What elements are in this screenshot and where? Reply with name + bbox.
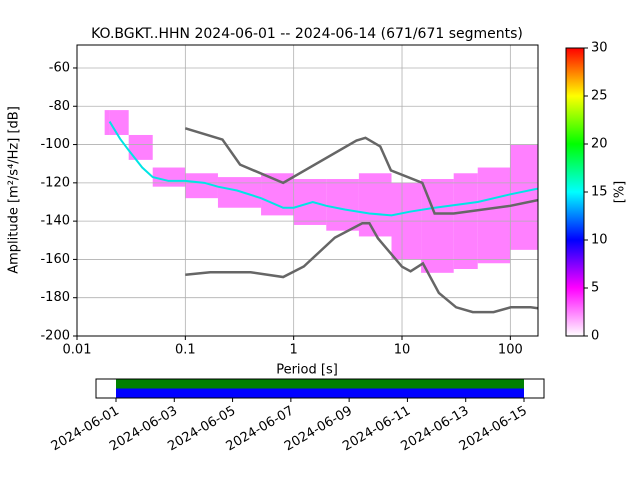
density-band (326, 179, 359, 231)
colorbar-tick-label: 5 (591, 281, 599, 296)
y-tick-label: -60 (49, 60, 70, 75)
colorbar-tick-label: 30 (591, 41, 608, 56)
series-line (184, 127, 538, 215)
y-tick-label: -120 (40, 175, 70, 190)
y-tick-label: -160 (40, 252, 70, 267)
plot-area (77, 45, 538, 336)
density-band (104, 110, 110, 135)
y-tick-label: -180 (40, 290, 70, 305)
series-line (108, 121, 538, 217)
colorbar-tick-label: 15 (591, 185, 608, 200)
x-axis-label: Period [s] (276, 363, 338, 378)
series-line (185, 221, 538, 314)
x-tick-label: 1 (290, 343, 298, 358)
x-tick-label: 100 (498, 343, 523, 358)
density-band (477, 167, 511, 264)
density-band (358, 173, 392, 237)
coverage-span (116, 379, 524, 389)
density-band (217, 177, 262, 208)
colorbar-tick-label: 20 (591, 137, 608, 152)
colorbar-label: [%] (613, 181, 628, 204)
y-tick-label: -100 (40, 137, 70, 152)
colorbar-tick-label: 25 (591, 89, 608, 104)
colorbar-tick-label: 10 (591, 233, 608, 248)
chart-title: KO.BGKT..HHN 2024-06-01 -- 2024-06-14 (6… (91, 26, 523, 42)
colorbar-tick-label: 0 (591, 329, 599, 344)
axes-frame (76, 44, 539, 337)
timeline-frame (95, 378, 545, 399)
y-tick-label: -80 (49, 99, 70, 114)
x-tick-label: 0.01 (63, 343, 92, 358)
colorbar (565, 47, 585, 337)
density-band (109, 110, 129, 135)
y-axis-label: Amplitude [m²/s⁴/Hz] [dB] (7, 106, 22, 274)
y-tick-label: -140 (40, 214, 70, 229)
x-tick-label: 10 (394, 343, 411, 358)
density-band (152, 167, 186, 187)
coverage-span (116, 388, 524, 398)
density-band (510, 144, 538, 250)
y-tick-label: -200 (40, 329, 70, 344)
x-tick-label: 0.1 (175, 343, 196, 358)
